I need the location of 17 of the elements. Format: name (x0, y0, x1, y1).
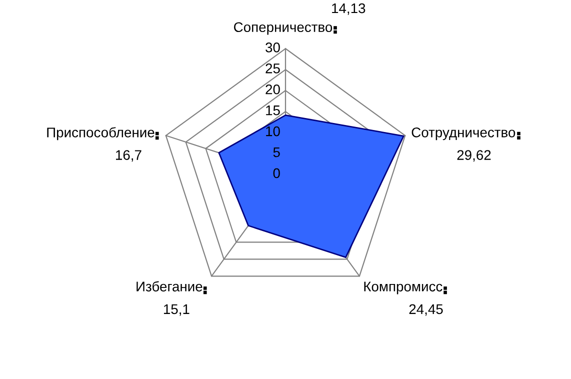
spoke-label: Соперничество (234, 22, 332, 35)
text: 14,13 (332, 3, 366, 15)
y-tick-label: 20 (266, 84, 280, 94)
y-tick-label: 5 (273, 147, 280, 158)
y-tick-label: 25 (266, 63, 280, 74)
text: 15,1 (164, 304, 190, 316)
spoke-label: Сотрудничество (412, 127, 516, 140)
text: 24,45 (409, 304, 443, 316)
spoke-label: Приспособление (47, 127, 154, 140)
y-tick-label: 15 (266, 106, 280, 116)
text: 16,7 (116, 150, 142, 162)
y-tick-label: 10 (266, 126, 280, 136)
spoke-label: Избегание (136, 281, 202, 292)
y-tick-label: 0 (273, 168, 280, 178)
y-tick-label: 30 (266, 42, 280, 52)
spoke-label: Компромисс (364, 282, 442, 294)
text: 29,62 (457, 150, 491, 162)
